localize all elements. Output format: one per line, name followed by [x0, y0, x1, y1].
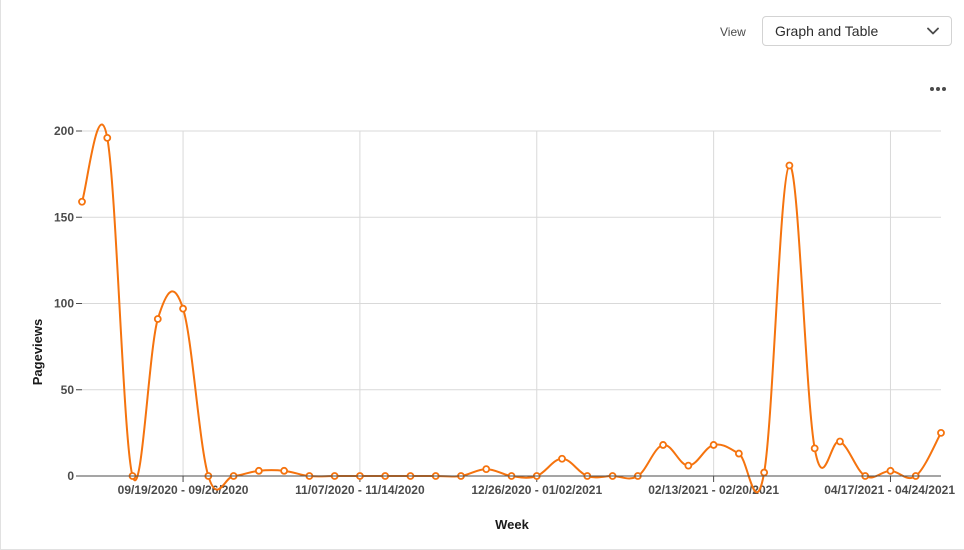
view-select[interactable]: Graph and Table: [762, 16, 952, 46]
data-point: [734, 449, 743, 458]
more-options-button[interactable]: [926, 78, 950, 98]
x-tick-label: 04/17/2021 - 04/24/2021: [824, 483, 955, 497]
data-point: [760, 468, 769, 477]
data-point: [254, 466, 263, 475]
y-axis-title: Pageviews: [30, 319, 45, 386]
x-tick-label: 02/13/2021 - 02/20/2021: [648, 483, 779, 497]
x-tick-label: 09/19/2020 - 09/26/2020: [118, 483, 249, 497]
data-point: [810, 444, 819, 453]
data-point: [482, 465, 491, 474]
chevron-down-icon: [927, 22, 939, 40]
data-point: [659, 441, 667, 449]
data-point: [886, 466, 895, 475]
y-tick-label: 150: [54, 210, 74, 224]
data-point: [937, 428, 945, 437]
x-tick-label: 12/26/2020 - 01/02/2021: [471, 483, 602, 497]
view-select-value: Graph and Table: [775, 23, 879, 39]
data-point: [785, 161, 794, 170]
panel-border-left: [0, 0, 1, 550]
x-tick-label: 11/07/2020 - 11/14/2020: [295, 483, 425, 497]
y-tick-label: 200: [54, 124, 74, 138]
data-point: [103, 133, 112, 142]
data-point: [179, 304, 187, 313]
y-tick-label: 100: [54, 297, 74, 311]
data-point: [836, 437, 844, 446]
data-point: [709, 441, 718, 449]
y-tick-label: 50: [61, 383, 75, 397]
data-point: [280, 466, 289, 475]
more-horizontal-icon: [929, 79, 947, 97]
data-point: [684, 461, 693, 470]
data-point: [153, 315, 162, 323]
y-tick-labels: 0 50 100 150 200: [54, 124, 74, 483]
view-label: View: [720, 25, 746, 39]
series-points: [78, 133, 945, 480]
x-axis-title: Week: [495, 517, 529, 532]
x-gridlines: [182, 131, 891, 482]
y-tick-label: 0: [67, 469, 74, 483]
x-tick-labels: 09/19/2020 - 09/26/2020 11/07/2020 - 11/1…: [118, 483, 956, 497]
data-point: [78, 197, 86, 206]
data-point: [558, 454, 566, 463]
series-line: [81, 123, 942, 494]
